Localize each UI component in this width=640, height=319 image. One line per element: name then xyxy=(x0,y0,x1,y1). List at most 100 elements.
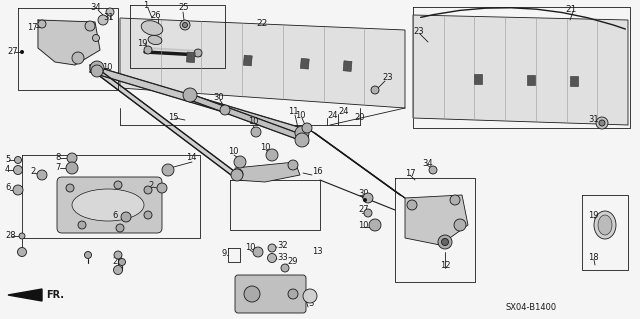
Text: 30: 30 xyxy=(213,93,223,101)
Text: 33: 33 xyxy=(277,253,288,262)
Circle shape xyxy=(295,133,309,147)
Text: 14: 14 xyxy=(186,153,196,162)
Circle shape xyxy=(144,211,152,219)
Circle shape xyxy=(288,160,298,170)
Polygon shape xyxy=(120,18,405,108)
Text: 30: 30 xyxy=(358,189,369,197)
Ellipse shape xyxy=(72,189,144,221)
Text: 17: 17 xyxy=(405,168,415,177)
Text: 2: 2 xyxy=(30,167,35,176)
Circle shape xyxy=(66,162,78,174)
Circle shape xyxy=(92,65,102,75)
Text: 6: 6 xyxy=(5,183,10,192)
Text: 6: 6 xyxy=(112,211,117,219)
Text: 10: 10 xyxy=(295,110,305,120)
Circle shape xyxy=(13,185,23,195)
Circle shape xyxy=(157,183,167,193)
Text: 31: 31 xyxy=(588,115,598,124)
Text: 10: 10 xyxy=(245,242,255,251)
Circle shape xyxy=(302,123,312,133)
Text: 23: 23 xyxy=(413,27,424,36)
Circle shape xyxy=(450,195,460,205)
Circle shape xyxy=(363,198,367,202)
Polygon shape xyxy=(413,15,628,125)
Text: 28: 28 xyxy=(5,231,15,240)
Circle shape xyxy=(295,126,309,140)
Circle shape xyxy=(93,34,99,41)
Text: 13: 13 xyxy=(312,248,323,256)
Text: 26: 26 xyxy=(150,11,161,20)
Text: 34: 34 xyxy=(422,159,433,167)
Circle shape xyxy=(442,239,449,246)
FancyBboxPatch shape xyxy=(235,275,306,313)
FancyBboxPatch shape xyxy=(57,177,162,233)
Circle shape xyxy=(116,224,124,232)
Text: 17: 17 xyxy=(27,23,38,32)
Text: 12: 12 xyxy=(440,261,451,270)
Text: 2: 2 xyxy=(148,181,153,189)
Bar xyxy=(243,55,252,66)
Circle shape xyxy=(113,265,122,275)
Circle shape xyxy=(17,248,26,256)
Ellipse shape xyxy=(594,211,616,239)
Text: 7: 7 xyxy=(55,164,60,173)
Circle shape xyxy=(233,169,243,179)
Text: 10: 10 xyxy=(358,220,369,229)
Circle shape xyxy=(90,61,104,75)
Polygon shape xyxy=(185,92,308,143)
Circle shape xyxy=(66,184,74,192)
Bar xyxy=(343,61,352,71)
Circle shape xyxy=(37,170,47,180)
Circle shape xyxy=(266,149,278,161)
Text: 19: 19 xyxy=(588,211,598,219)
Circle shape xyxy=(183,88,197,102)
Circle shape xyxy=(19,233,25,239)
Circle shape xyxy=(251,127,261,137)
Circle shape xyxy=(234,156,246,168)
Text: 10: 10 xyxy=(102,63,113,72)
Text: 16: 16 xyxy=(312,167,323,176)
Circle shape xyxy=(144,46,152,54)
Polygon shape xyxy=(90,65,308,137)
Text: 9: 9 xyxy=(222,249,227,257)
Polygon shape xyxy=(310,130,405,198)
Circle shape xyxy=(180,20,190,30)
Bar xyxy=(186,52,195,63)
Ellipse shape xyxy=(61,179,156,231)
Circle shape xyxy=(85,21,95,31)
Circle shape xyxy=(596,117,608,129)
Ellipse shape xyxy=(148,35,162,45)
Text: SX04-B1400: SX04-B1400 xyxy=(505,303,556,313)
Circle shape xyxy=(438,235,452,249)
Polygon shape xyxy=(8,289,42,301)
Circle shape xyxy=(371,86,379,94)
Text: 34: 34 xyxy=(90,3,100,11)
Circle shape xyxy=(268,244,276,252)
Circle shape xyxy=(15,157,22,164)
Polygon shape xyxy=(235,162,300,182)
Circle shape xyxy=(84,251,92,258)
Polygon shape xyxy=(94,68,238,178)
Text: 24: 24 xyxy=(338,108,349,116)
Bar xyxy=(300,58,309,69)
Text: 27: 27 xyxy=(7,48,18,56)
Circle shape xyxy=(194,49,202,57)
Circle shape xyxy=(268,254,276,263)
Text: 1: 1 xyxy=(143,2,148,11)
Circle shape xyxy=(363,193,373,203)
Circle shape xyxy=(144,186,152,194)
Text: 22: 22 xyxy=(257,19,268,28)
Circle shape xyxy=(253,247,263,257)
Polygon shape xyxy=(405,195,468,245)
Circle shape xyxy=(72,52,84,64)
Circle shape xyxy=(118,258,125,265)
Circle shape xyxy=(407,200,417,210)
Ellipse shape xyxy=(141,21,163,35)
Text: 29: 29 xyxy=(287,257,298,266)
Circle shape xyxy=(220,105,230,115)
Text: 10: 10 xyxy=(260,144,271,152)
Bar xyxy=(474,74,481,84)
Text: 21: 21 xyxy=(565,5,577,14)
Text: 15: 15 xyxy=(168,113,179,122)
Text: 4: 4 xyxy=(5,166,10,174)
